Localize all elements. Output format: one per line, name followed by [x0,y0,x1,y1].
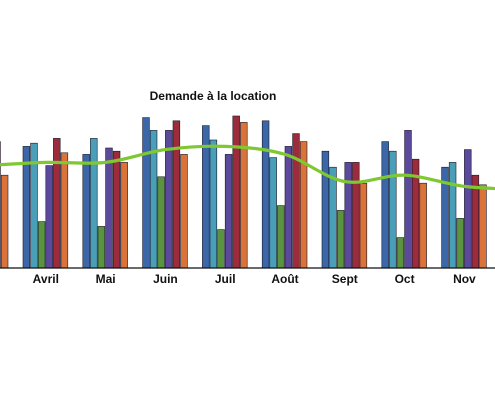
x-tick-label: Avril [33,272,59,286]
bar [359,182,368,269]
bar [60,152,69,269]
bar [352,162,360,269]
bar [479,184,487,269]
bar [157,176,165,269]
bar [217,229,225,269]
bar [82,154,90,269]
bar [232,115,240,269]
bar [448,162,457,269]
bar [321,150,330,269]
x-tick-label: Juil [215,272,236,286]
bar [464,149,472,269]
chart-title: Demande à la location [150,89,277,103]
x-tick-label: Nov [453,272,476,286]
bar [284,146,293,269]
bar [292,133,300,269]
bar [105,147,113,269]
trend-line [0,144,495,191]
bar [396,237,405,269]
x-tick-label: Août [271,272,298,286]
bar [180,154,188,269]
bar [45,165,53,269]
bar [261,120,270,269]
bar [97,226,106,269]
x-tick-label: Mai [96,272,116,286]
bar [269,157,277,269]
bar [0,174,9,269]
x-tick-label: Sept [332,272,358,286]
bar [344,162,352,269]
bar [90,138,98,269]
bar [329,166,337,269]
x-tick-label: Oct [395,272,415,286]
bar [120,162,128,269]
bar [456,218,464,269]
x-tick-label: Juin [153,272,178,286]
bar [209,139,218,269]
bar [389,150,397,269]
bar [172,120,181,269]
bar [142,117,150,269]
bar [404,130,412,269]
bar [381,141,389,269]
bar [224,154,233,269]
bar [277,205,285,269]
bar [419,182,427,269]
bar [112,150,121,269]
bar [336,210,345,269]
bar [53,138,61,269]
bar [37,221,46,269]
bar [240,122,248,269]
